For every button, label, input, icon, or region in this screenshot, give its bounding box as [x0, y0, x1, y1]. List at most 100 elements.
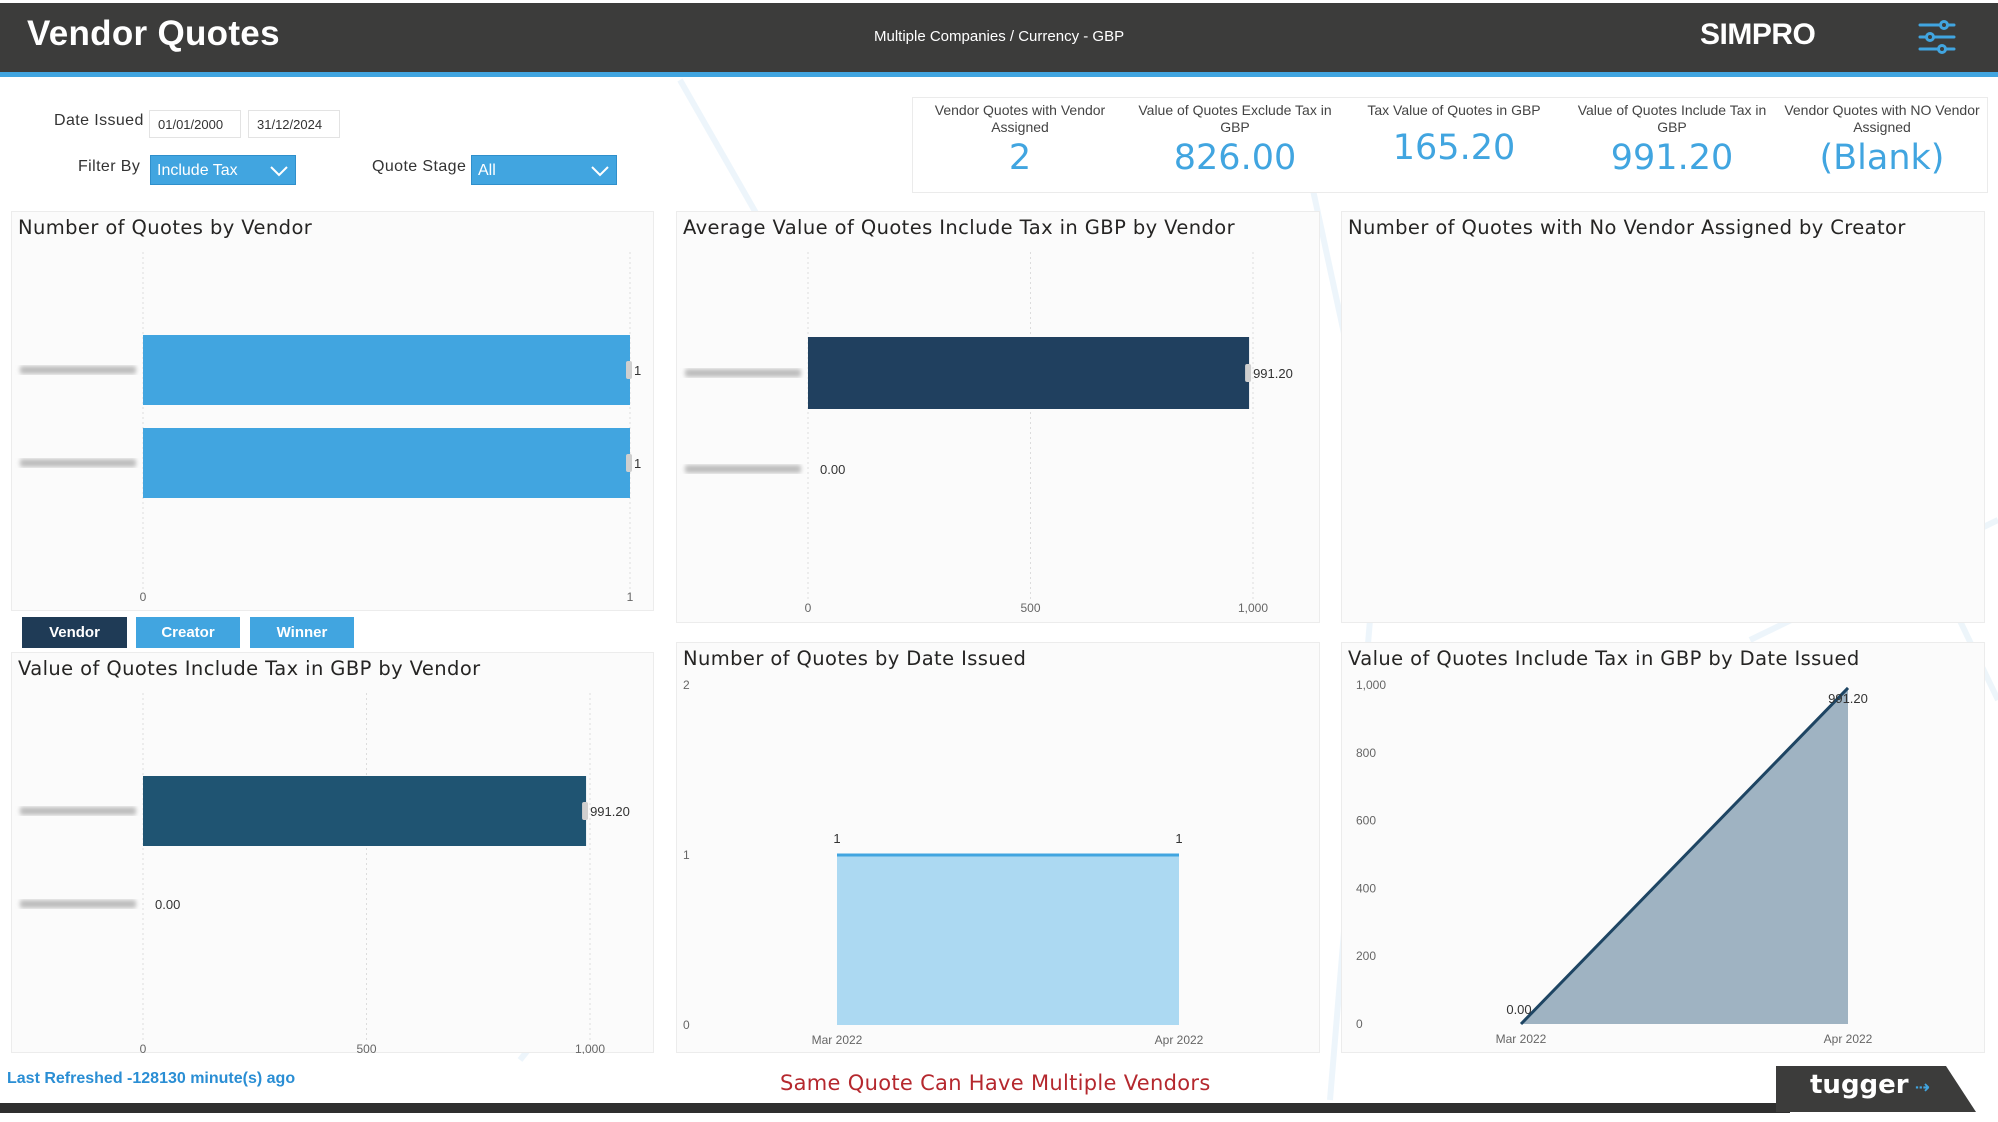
- kpi-exclude-tax: Value of Quotes Exclude Tax in GBP 826.0…: [1130, 98, 1340, 178]
- quote-stage-dropdown[interactable]: All: [471, 155, 617, 185]
- filter-by-dropdown[interactable]: Include Tax: [150, 155, 296, 185]
- category-label-redacted: [20, 459, 136, 467]
- data-label: 991.20: [590, 804, 630, 819]
- x-tick-label: 1,000: [1238, 601, 1268, 615]
- x-tick-label: Apr 2022: [1824, 1032, 1873, 1046]
- y-tick-label: 400: [1356, 881, 1376, 895]
- data-label: 0.00: [1506, 1002, 1531, 1017]
- chart-canvas: 0 500 1,000 991.20 0.00: [685, 252, 1293, 615]
- chart-title: Number of Quotes by Date Issued: [683, 647, 1027, 670]
- chart-title: Number of Quotes by Vendor: [18, 216, 313, 239]
- area-fill: [837, 855, 1179, 1025]
- category-label-redacted: [685, 369, 801, 377]
- y-tick-label: 200: [1356, 949, 1376, 963]
- toggle-winner-button[interactable]: Winner: [250, 617, 354, 648]
- bar: [143, 776, 587, 846]
- kpi-label: Vendor Quotes with Vendor Assigned: [934, 102, 1106, 135]
- toggle-vendor-button[interactable]: Vendor: [22, 617, 127, 648]
- page-title: Vendor Quotes: [27, 14, 280, 53]
- arrow-right-icon: ⇢: [1908, 1077, 1930, 1098]
- y-tick-label: 600: [1356, 814, 1376, 828]
- x-tick-label: Mar 2022: [1496, 1032, 1547, 1046]
- chart-canvas: 0 1 2 Mar 2022 Apr 2022 1 1: [683, 678, 1204, 1047]
- category-label-redacted: [20, 366, 136, 374]
- y-tick-label: 800: [1356, 746, 1376, 760]
- date-to-input[interactable]: 31/12/2024: [248, 110, 340, 138]
- footer-bar: [0, 1103, 1790, 1113]
- y-tick-label: 0: [683, 1018, 690, 1032]
- bar: [808, 337, 1250, 409]
- kpi-vendor-assigned: Vendor Quotes with Vendor Assigned 2: [915, 98, 1125, 178]
- x-tick-label: 1: [627, 590, 634, 604]
- chart-value-by-vendor: Value of Quotes Include Tax in GBP by Ve…: [11, 652, 654, 1054]
- data-label: 991.20: [1253, 366, 1293, 381]
- quote-stage-value: All: [478, 162, 496, 179]
- chart-quotes-by-date: Number of Quotes by Date Issued 0 1 2 Mar 2…: [676, 642, 1320, 1053]
- date-from-input[interactable]: 01/01/2000: [149, 110, 241, 138]
- bar: [143, 428, 630, 498]
- header-subtitle: Multiple Companies / Currency - GBP: [874, 28, 1125, 45]
- category-label-redacted: [20, 900, 136, 908]
- toggle-creator-button[interactable]: Creator: [136, 617, 240, 648]
- header-accent-line: [0, 72, 1998, 77]
- chart-no-vendor-by-creator: Number of Quotes with No Vendor Assigned…: [1341, 211, 1985, 623]
- bar-end-handle: [626, 361, 632, 379]
- data-label: 1: [634, 456, 641, 471]
- kpi-value: 2: [1008, 138, 1032, 178]
- y-tick-label: 0: [1356, 1017, 1363, 1031]
- kpi-value: 165.20: [1392, 128, 1516, 168]
- chart-title: Number of Quotes with No Vendor Assigned…: [1348, 216, 1906, 239]
- filter-by-label: Filter By: [78, 158, 141, 175]
- tugger-logo: tugger ⇢: [1810, 1070, 1930, 1100]
- kpi-label: Tax Value of Quotes in GBP: [1367, 102, 1541, 118]
- header-bar: [0, 3, 1998, 73]
- chart-title: Average Value of Quotes Include Tax in G…: [683, 216, 1236, 239]
- quote-stage-label: Quote Stage: [372, 158, 467, 175]
- y-tick-label: 2: [683, 678, 690, 692]
- chart-value-by-date: Value of Quotes Include Tax in GBP by Da…: [1341, 642, 1985, 1053]
- chart-canvas: 0 1 1 1: [20, 252, 641, 604]
- data-label: 991.20: [1828, 691, 1868, 706]
- series-line: [1519, 686, 1850, 1026]
- x-tick-label: 500: [356, 1042, 376, 1054]
- bar-end-handle: [1245, 364, 1252, 382]
- chart-title: Value of Quotes Include Tax in GBP by Ve…: [18, 657, 481, 680]
- data-label: 1: [833, 831, 840, 846]
- simpro-logo: SIMPRO: [1700, 18, 1816, 51]
- category-label-redacted: [20, 807, 136, 815]
- sliders-menu-icon[interactable]: [1918, 20, 1956, 54]
- x-tick-label: 0: [140, 590, 147, 604]
- kpi-include-tax: Value of Quotes Include Tax in GBP 991.2…: [1567, 98, 1777, 178]
- kpi-label: Value of Quotes Include Tax in GBP: [1577, 102, 1767, 135]
- x-tick-label: Mar 2022: [812, 1033, 863, 1047]
- chart-canvas: 0 500 1,000 991.20 0.00: [20, 693, 630, 1054]
- chart-avg-value-by-vendor: Average Value of Quotes Include Tax in G…: [676, 211, 1320, 623]
- chart-canvas: 0 200 400 600 800 1,000 Mar 2022 Apr 2022 0.00 99…: [1356, 678, 1873, 1046]
- data-label: 0.00: [155, 897, 180, 912]
- last-refreshed-text: Last Refreshed -128130 minute(s) ago: [7, 1070, 296, 1087]
- x-tick-label: Apr 2022: [1155, 1033, 1204, 1047]
- bar-end-handle: [582, 802, 589, 820]
- chart-title: Value of Quotes Include Tax in GBP by Da…: [1348, 647, 1860, 670]
- chevron-down-icon: [270, 166, 288, 177]
- chart-quotes-by-vendor: Number of Quotes by Vendor 0 1 1 1: [11, 211, 654, 611]
- bar-end-handle: [626, 454, 632, 472]
- footer-logo-shape: [1776, 1066, 1976, 1112]
- kpi-value: (Blank): [1819, 138, 1945, 178]
- bar: [143, 335, 630, 405]
- y-tick-label: 1: [683, 848, 690, 862]
- kpi-label: Value of Quotes Exclude Tax in GBP: [1138, 102, 1332, 135]
- date-issued-label: Date Issued: [54, 112, 144, 129]
- kpi-no-vendor: Vendor Quotes with NO Vendor Assigned (B…: [1777, 98, 1987, 178]
- x-tick-label: 1,000: [575, 1042, 605, 1054]
- kpi-value: 991.20: [1610, 138, 1734, 178]
- kpi-panel: Vendor Quotes with Vendor Assigned 2 Val…: [912, 97, 1988, 193]
- data-label: 1: [1175, 831, 1182, 846]
- y-tick-label: 1,000: [1356, 678, 1386, 692]
- x-tick-label: 0: [140, 1042, 147, 1054]
- data-label: 0.00: [820, 462, 845, 477]
- data-label: 1: [634, 363, 641, 378]
- tugger-logo-text: tugger: [1810, 1070, 1909, 1100]
- filter-by-value: Include Tax: [157, 162, 238, 179]
- multiple-vendors-note: Same Quote Can Have Multiple Vendors: [780, 1071, 1211, 1095]
